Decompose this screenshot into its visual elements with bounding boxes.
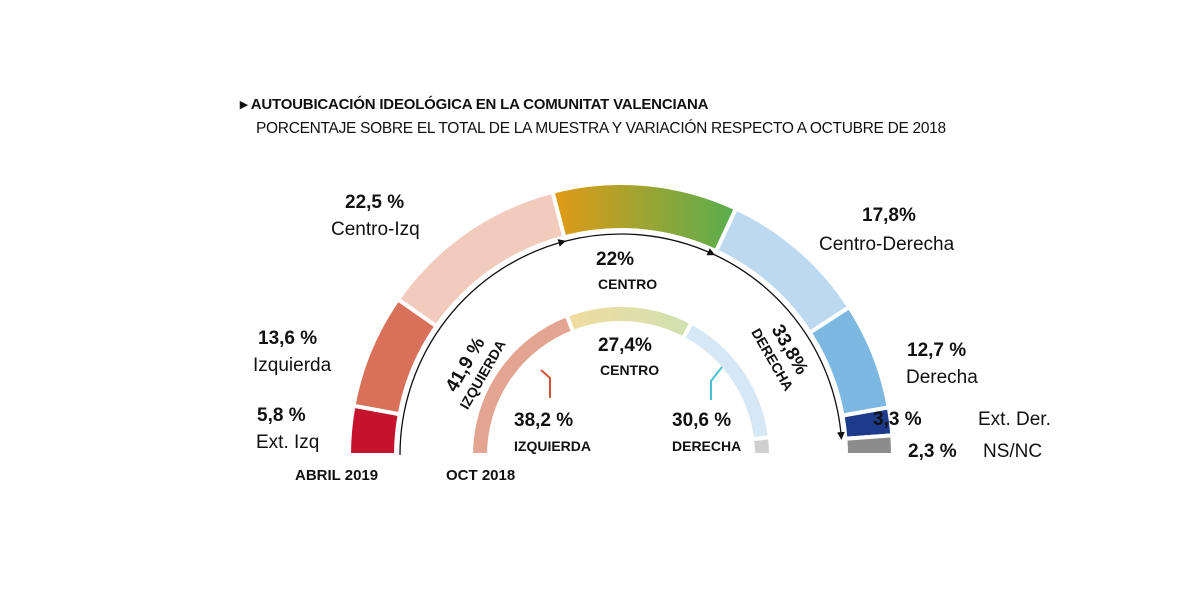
segment-centro-derecha — [713, 205, 853, 336]
group-arc-centro — [565, 233, 716, 256]
label-group-centro-value: 22% — [596, 249, 635, 270]
label-nsnc: NS/NC — [983, 441, 1043, 462]
label-centro-izq: Centro-Izq — [331, 219, 420, 240]
label-izquierda: Izquierda — [253, 355, 332, 376]
group-arc-derecha — [714, 254, 845, 440]
abril-2019-ring — [346, 181, 896, 457]
label-oct-centro-value: 27,4% — [598, 335, 652, 356]
label-oct-izquierda: IZQUIERDA — [514, 438, 591, 454]
label-oct-izquierda-value: 38,2 % — [514, 410, 574, 431]
segment-centro — [564, 303, 695, 342]
label-ext-der: Ext. Der. — [978, 409, 1051, 430]
label-group-centro: CENTRO — [598, 276, 658, 292]
segment-ns-nc — [843, 433, 896, 457]
increase-tick-mark — [710, 366, 723, 400]
segment-centro — [550, 181, 739, 254]
group-arcs — [399, 233, 845, 456]
label-nsnc-value: 2,3 % — [908, 441, 957, 462]
oct-2018-ring — [468, 303, 774, 457]
chart-title: ▸ AUTOUBICACIÓN IDEOLÓGICA EN LA COMUNIT… — [240, 96, 709, 113]
label-oct-centro: CENTRO — [600, 362, 660, 378]
label-oct-derecha: DERECHA — [672, 438, 742, 454]
label-centro-izq-value: 22,5 % — [345, 192, 405, 213]
group-arc-izquierda — [399, 239, 567, 456]
segment-other — [749, 434, 774, 457]
chart-title-text: AUTOUBICACIÓN IDEOLÓGICA EN LA COMUNITAT… — [250, 96, 709, 113]
chart-subtitle: PORCENTAJE SOBRE EL TOTAL DE LA MUESTRA … — [256, 120, 946, 137]
label-izquierda-value: 13,6 % — [258, 328, 318, 349]
decrease-tick-mark — [540, 369, 551, 398]
label-derecha-value: 12,7 % — [907, 340, 967, 361]
label-centro-derecha-value: 17,8% — [862, 205, 916, 226]
label-ext-izq-value: 5,8 % — [257, 405, 306, 426]
label-oct-derecha-value: 30,6 % — [672, 410, 732, 431]
label-centro-derecha: Centro-Derecha — [819, 234, 955, 255]
label-derecha: Derecha — [906, 367, 978, 388]
segment-centro-izq — [395, 189, 567, 329]
label-ext-der-value: 3,3 % — [873, 409, 922, 430]
label-abril-2019: ABRIL 2019 — [295, 467, 379, 484]
label-oct-2018: OCT 2018 — [446, 467, 516, 484]
label-ext-izq: Ext. Izq — [256, 432, 320, 453]
